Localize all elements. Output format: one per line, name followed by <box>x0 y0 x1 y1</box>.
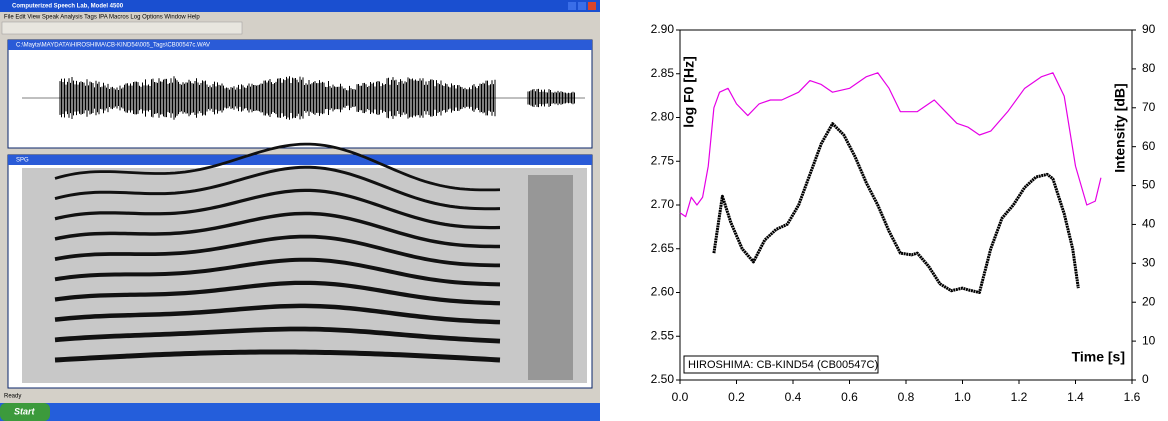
screenshot: Computerized Speech Lab, Model 4500 File… <box>0 0 600 421</box>
y-tick-label: 2.90 <box>651 22 675 36</box>
window-title: C:\Mayta\MAYDATA\HIROSHIMA\CB-KIND54\005… <box>16 43 210 49</box>
close-button[interactable] <box>588 2 596 10</box>
max-button[interactable] <box>578 2 586 10</box>
window-title-bar <box>8 155 592 165</box>
y-axis-label: log F0 [Hz] <box>681 56 697 128</box>
app-title: Computerized Speech Lab, Model 4500 <box>12 4 124 10</box>
min-button[interactable] <box>568 2 576 10</box>
window-title: SPG <box>16 158 29 164</box>
start-label[interactable]: Start <box>14 406 36 416</box>
y-tick-label: 2.75 <box>651 153 675 167</box>
toolbar[interactable] <box>2 22 242 34</box>
x-tick-label: 0.4 <box>785 390 802 404</box>
x-tick-label: 0.0 <box>672 390 689 404</box>
x-tick-label: 1.6 <box>1124 390 1141 404</box>
y-tick-label: 2.60 <box>651 285 675 299</box>
y2-tick-label: 20 <box>1142 294 1156 308</box>
series-line <box>680 73 1101 217</box>
noise-region <box>528 175 573 380</box>
menu-bar[interactable]: File Edit View Speak Analysis Tags IPA M… <box>4 15 200 21</box>
y2-tick-label: 60 <box>1142 139 1156 153</box>
y2-tick-label: 80 <box>1142 61 1156 75</box>
y2-axis-label: Intensity [dB] <box>1112 83 1128 172</box>
status-bar: Ready <box>4 394 21 400</box>
x-tick-label: 1.0 <box>954 390 971 404</box>
y2-tick-label: 0 <box>1142 372 1149 386</box>
x-axis-label: Time [s] <box>1072 349 1125 365</box>
x-tick-label: 1.4 <box>1067 390 1084 404</box>
y2-tick-label: 40 <box>1142 217 1156 231</box>
y2-tick-label: 50 <box>1142 178 1156 192</box>
y2-tick-label: 70 <box>1142 100 1156 114</box>
y-tick-label: 2.85 <box>651 66 675 80</box>
x-tick-label: 0.8 <box>898 390 915 404</box>
y-tick-label: 2.50 <box>651 372 675 386</box>
x-tick-label: 0.6 <box>841 390 858 404</box>
chart: log F0 [Hz] Intensity [dB] Time [s] HIRO… <box>651 22 1156 404</box>
y2-tick-label: 10 <box>1142 333 1156 347</box>
y-tick-label: 2.70 <box>651 197 675 211</box>
x-tick-label: 0.2 <box>728 390 745 404</box>
plot-frame <box>680 30 1132 380</box>
annotation: HIROSHIMA: CB-KIND54 (CB00547C) <box>688 359 878 371</box>
series-line <box>714 124 1078 293</box>
x-tick-label: 1.2 <box>1011 390 1028 404</box>
y-tick-label: 2.55 <box>651 328 675 342</box>
taskbar <box>0 403 600 421</box>
y-tick-label: 2.80 <box>651 110 675 124</box>
y2-tick-label: 30 <box>1142 256 1156 270</box>
y-tick-label: 2.65 <box>651 241 675 255</box>
y2-tick-label: 90 <box>1142 22 1156 36</box>
